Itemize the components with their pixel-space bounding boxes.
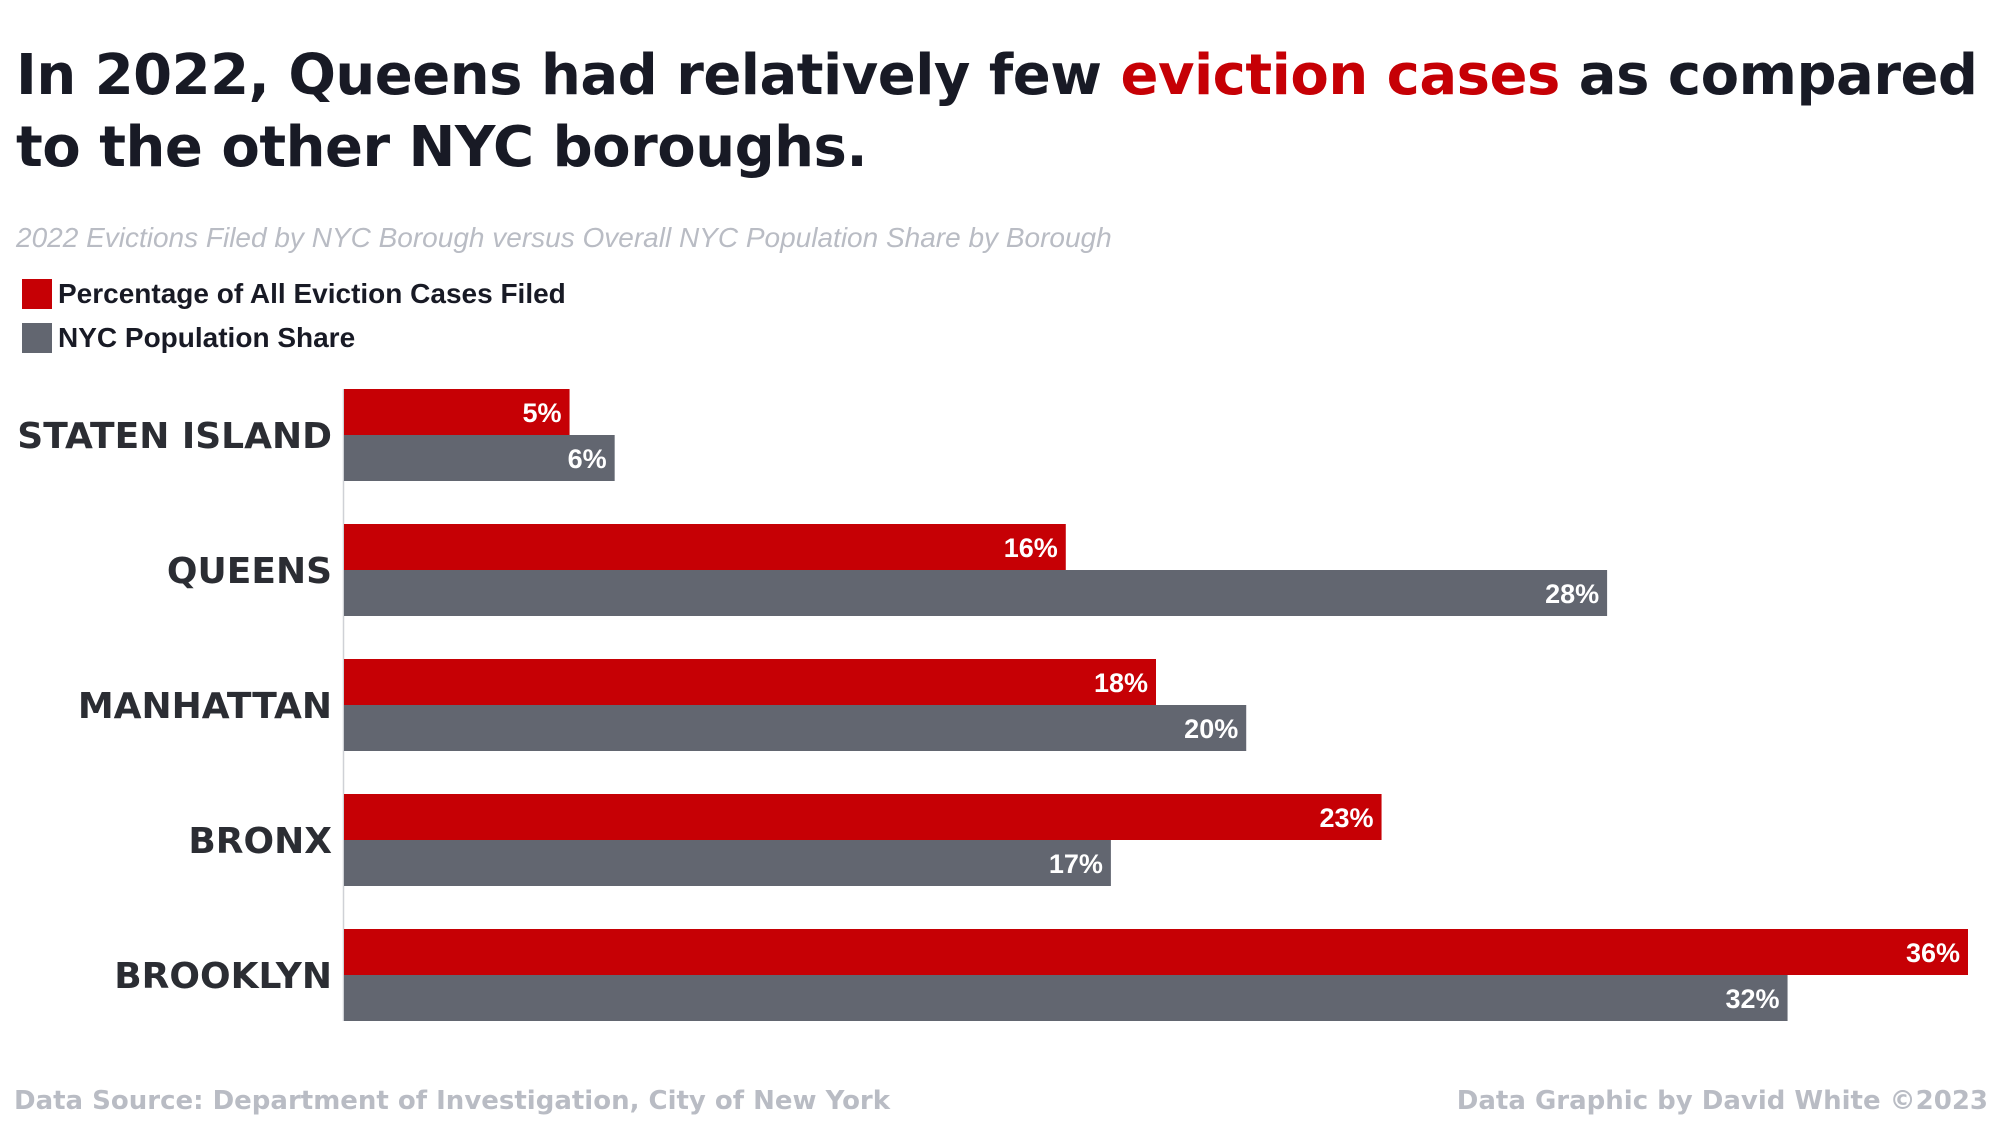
bar-label-population: 6% [568, 444, 607, 474]
footer-credit: Data Graphic by David White ©2023 [1456, 1086, 1988, 1116]
bar-label-population: 28% [1545, 579, 1599, 609]
category-label: QUEENS [167, 551, 332, 592]
bar-label-evictions: 36% [1906, 938, 1960, 968]
title-text-1: In 2022, Queens had relatively few [16, 43, 1121, 108]
bar-label-evictions: 5% [523, 398, 562, 428]
bar-label-evictions: 23% [1320, 803, 1374, 833]
bar-label-population: 17% [1049, 849, 1103, 879]
bar-population [344, 705, 1247, 751]
bar-label-evictions: 16% [1004, 533, 1058, 563]
bar-population [344, 570, 1608, 616]
bar-evictions [344, 524, 1066, 570]
legend-swatch-evictions [22, 279, 52, 309]
bar-label-evictions: 18% [1094, 668, 1148, 698]
legend-item-evictions: Percentage of All Eviction Cases Filed [22, 272, 566, 316]
footer-source: Data Source: Department of Investigation… [14, 1086, 891, 1116]
legend-swatch-population [22, 323, 52, 353]
bar-label-population: 32% [1726, 984, 1780, 1014]
title-text-2: as compared to the other NYC boroughs. [16, 43, 1978, 180]
category-label: MANHATTAN [78, 686, 332, 727]
bar-label-population: 20% [1184, 714, 1238, 744]
bar-population [344, 840, 1111, 886]
bar-population [344, 975, 1788, 1021]
bar-evictions [344, 659, 1156, 705]
legend-label-evictions: Percentage of All Eviction Cases Filed [58, 278, 566, 309]
bar-evictions [344, 794, 1382, 840]
category-label: BRONX [188, 821, 332, 862]
chart-subtitle: 2022 Evictions Filed by NYC Borough vers… [16, 222, 1112, 253]
bar-evictions [344, 389, 570, 435]
bar-population [344, 435, 615, 481]
category-label: STATEN ISLAND [17, 416, 332, 457]
bar-chart: STATEN ISLAND 5%6% QUEENS 16% 28% MANHATTAN 18… [17, 389, 1968, 1021]
legend: Percentage of All Eviction Cases Filed N… [22, 272, 566, 360]
chart-title: In 2022, Queens had relatively few evict… [16, 40, 1991, 184]
bar-evictions [344, 929, 1968, 975]
chart-bars-group [344, 389, 1968, 1021]
title-accent-text: eviction cases [1120, 43, 1561, 108]
legend-label-population: NYC Population Share [58, 322, 356, 353]
category-label: BROOKLYN [114, 956, 332, 997]
legend-item-population: NYC Population Share [22, 316, 566, 360]
chart-labels-group: STATEN ISLAND 5%6% QUEENS 16% 28% MANHATTAN 18… [17, 398, 1960, 1014]
